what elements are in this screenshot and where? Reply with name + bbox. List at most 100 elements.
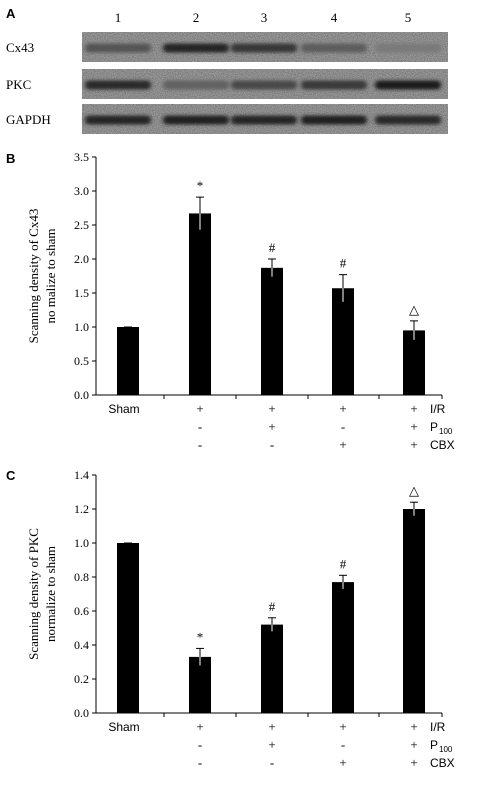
- blot-band: [301, 80, 367, 90]
- significance-marker: #: [269, 240, 276, 255]
- condition-sham-label: Sham: [108, 720, 139, 734]
- blot-band: [85, 115, 151, 125]
- condition-cell: +: [339, 401, 346, 416]
- condition-row-label: I/R: [430, 720, 446, 734]
- blot-row-label: GAPDH: [6, 112, 51, 127]
- condition-cell: +: [410, 737, 417, 752]
- y-tick-label: 3.0: [74, 184, 89, 198]
- y-tick-label: 3.5: [74, 150, 89, 164]
- blot-band: [163, 115, 229, 125]
- y-tick-label: 0.0: [74, 706, 89, 720]
- bar: [403, 509, 425, 713]
- condition-row-label: P: [430, 420, 438, 434]
- y-axis-label-line2: normalize to sham: [43, 546, 58, 642]
- condition-cell: -: [341, 419, 345, 434]
- condition-cell: +: [268, 737, 275, 752]
- y-tick-label: 0.6: [74, 604, 89, 618]
- significance-marker: △: [409, 483, 419, 498]
- panel-a: A 1 2 3 4 5 Cx43 PKC GAPDH: [6, 6, 448, 134]
- y-tick-label: 0.8: [74, 570, 89, 584]
- bar: [117, 327, 139, 395]
- blot-band: [231, 80, 297, 90]
- panel-a-letter: A: [6, 6, 16, 21]
- condition-cell: +: [339, 755, 346, 770]
- panel-b-letter: B: [6, 151, 15, 166]
- significance-marker: #: [340, 556, 347, 571]
- lane-numbers: 1 2 3 4 5: [115, 10, 412, 25]
- significance-marker: #: [340, 256, 347, 271]
- western-blot: Cx43 PKC GAPDH: [6, 32, 448, 134]
- condition-cell: -: [198, 755, 202, 770]
- y-tick-label: 1.0: [74, 320, 89, 334]
- blot-band: [163, 80, 229, 90]
- blot-band: [231, 43, 297, 53]
- condition-row-label: P: [430, 738, 438, 752]
- condition-row-label: CBX: [430, 756, 455, 770]
- bar: [332, 582, 354, 713]
- significance-marker: *: [197, 178, 204, 193]
- y-tick-label: 2.0: [74, 252, 89, 266]
- condition-row-label: CBX: [430, 438, 455, 452]
- blot-band: [301, 43, 367, 53]
- y-tick-label: 1.0: [74, 536, 89, 550]
- blot-band: [163, 43, 229, 53]
- condition-cell: +: [268, 401, 275, 416]
- lane-number: 2: [193, 10, 200, 25]
- condition-cell: +: [268, 419, 275, 434]
- condition-cell: +: [410, 755, 417, 770]
- blot-band: [85, 80, 151, 90]
- condition-cell: +: [196, 401, 203, 416]
- panel-b-chart: B 0.0 0.5 1.0 1.5 2.0 2.5 3.0 3.5 Scanning densi…: [6, 150, 455, 452]
- blot-band: [301, 115, 367, 125]
- condition-sham-label: Sham: [108, 402, 139, 416]
- blot-band: [375, 43, 441, 53]
- lane-number: 5: [405, 10, 412, 25]
- bar: [189, 656, 211, 713]
- condition-cell: +: [410, 437, 417, 452]
- condition-cell: +: [196, 719, 203, 734]
- lane-number: 3: [261, 10, 268, 25]
- y-tick-label: 0.2: [74, 672, 89, 686]
- condition-cell: -: [341, 737, 345, 752]
- significance-marker: #: [269, 599, 276, 614]
- bar: [261, 267, 283, 395]
- condition-cell: +: [339, 437, 346, 452]
- y-axis-label-line2: no malize to sham: [43, 229, 58, 324]
- significance-marker: △: [409, 302, 419, 317]
- blot-band: [85, 43, 151, 53]
- condition-cell: -: [198, 737, 202, 752]
- y-axis-label-line1: Scanning density of PKC: [26, 528, 41, 660]
- y-tick-label: 0.4: [74, 638, 89, 652]
- blot-band: [375, 80, 441, 90]
- blot-row-label: Cx43: [6, 40, 34, 55]
- condition-cell: +: [410, 419, 417, 434]
- condition-row-label: I/R: [430, 402, 446, 416]
- significance-marker: *: [197, 629, 204, 644]
- condition-row-subscript: 100: [439, 427, 453, 436]
- bar: [117, 543, 139, 713]
- bar: [189, 213, 211, 395]
- condition-cell: +: [268, 719, 275, 734]
- condition-cell: -: [198, 437, 202, 452]
- panel-c-letter: C: [6, 468, 16, 483]
- blot-band: [231, 115, 297, 125]
- y-tick-label: 1.2: [74, 502, 89, 516]
- condition-cell: -: [198, 419, 202, 434]
- condition-row-subscript: 100: [439, 745, 453, 754]
- y-tick-label: 1.4: [74, 468, 89, 482]
- panel-c-chart: C 0.0 0.2 0.4 0.6 0.8 1.0 1.2 1.4 Scanning densi…: [6, 468, 455, 770]
- y-tick-label: 2.5: [74, 218, 89, 232]
- condition-cell: +: [410, 401, 417, 416]
- condition-cell: -: [270, 437, 274, 452]
- lane-number: 4: [331, 10, 338, 25]
- bar: [403, 330, 425, 395]
- bar: [261, 624, 283, 713]
- condition-cell: +: [339, 719, 346, 734]
- y-tick-label: 1.5: [74, 286, 89, 300]
- lane-number: 1: [115, 10, 122, 25]
- blot-row-label: PKC: [6, 77, 31, 92]
- y-axis-label-line1: Scanning density of Cx43: [26, 209, 41, 344]
- bar: [332, 288, 354, 395]
- condition-cell: -: [270, 755, 274, 770]
